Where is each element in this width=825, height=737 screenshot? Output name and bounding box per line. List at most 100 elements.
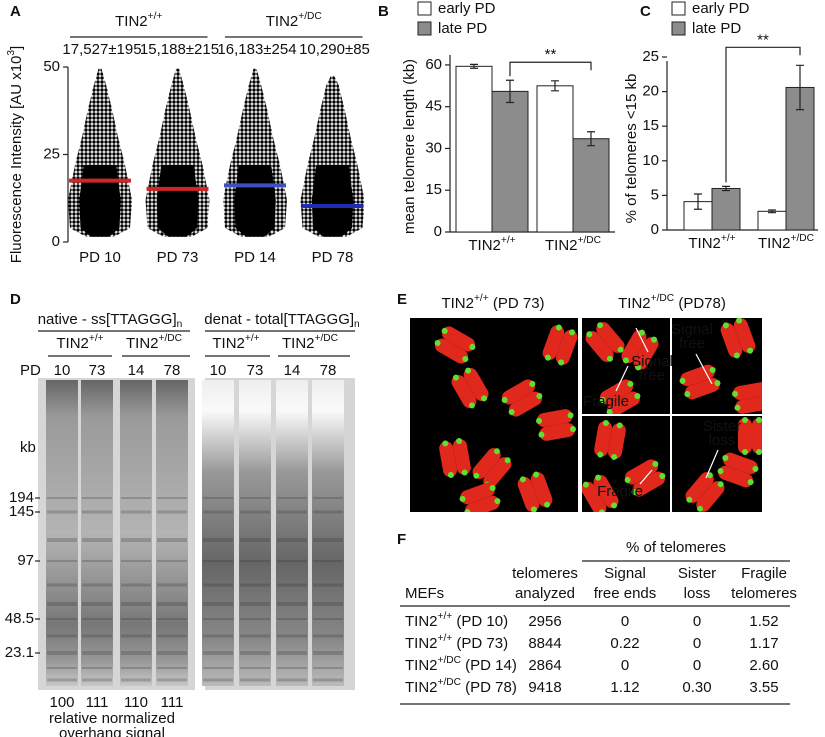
panel-label: B	[378, 3, 389, 20]
size-marker: 48.5	[5, 610, 34, 627]
telomere-signal	[519, 476, 526, 483]
lane-label: 14	[128, 362, 145, 379]
x-tick-label: PD 10	[79, 249, 121, 266]
row-label-part: (PD 14)	[461, 657, 517, 674]
chromosome-clip	[585, 322, 625, 362]
image-title-part: +/+	[474, 293, 489, 304]
y-axis-label-part: ]	[8, 46, 25, 50]
gel-group-label: TIN2+/DC	[126, 333, 182, 352]
telomere-signal	[493, 448, 500, 455]
telomere-signal	[606, 355, 613, 362]
gel-header: denat - total[TTAGGG]n	[204, 311, 359, 330]
error-bar	[722, 185, 730, 192]
chromosome-clip	[536, 409, 576, 441]
signal-value: 100	[49, 694, 74, 711]
chromosome	[732, 382, 762, 414]
gel-lane	[120, 380, 152, 686]
bar	[572, 138, 610, 233]
row-label: TIN2+/+ (PD 10)	[405, 611, 508, 630]
table-cell: 3.55	[749, 679, 778, 696]
telomere-signal	[447, 471, 454, 478]
chromosome-clip	[717, 452, 759, 488]
chromatid	[536, 409, 573, 428]
telomere-signal	[611, 502, 618, 509]
chromatid	[555, 330, 578, 365]
gel-lane	[46, 380, 78, 686]
panel-label: A	[10, 3, 21, 20]
gel-group-label-part: +/DC	[159, 333, 183, 344]
significance-label: **	[545, 46, 557, 63]
telomere-signal	[536, 417, 543, 424]
telomere-signal	[544, 354, 551, 361]
telomere-signal	[686, 496, 693, 503]
gel-lane	[156, 380, 188, 686]
chromosome	[594, 420, 626, 460]
row-label-part: +/+	[438, 633, 453, 644]
chromosome-clip	[738, 417, 762, 455]
chromatid	[723, 452, 758, 475]
row-label-part: TIN2	[405, 679, 438, 696]
bar	[491, 90, 529, 233]
chromosome-clip	[599, 379, 641, 414]
group-label-part: +/+	[148, 11, 163, 22]
table-cell: 0	[621, 613, 629, 630]
bar	[757, 210, 787, 231]
telomere-signal	[530, 506, 537, 512]
telomere-signal	[652, 460, 659, 467]
table-group-header: % of telomeres	[626, 539, 726, 556]
table-cell: 0.22	[610, 635, 639, 652]
gel-lane	[276, 380, 308, 686]
x-tick-label: PD 73	[157, 249, 199, 266]
chromosome	[585, 322, 625, 362]
telomere-signal	[734, 404, 741, 411]
significance-bracket	[725, 46, 801, 183]
column-header: telomeres	[731, 585, 797, 602]
y-axis-label-part: Fluorescence Intensity [AU x10	[8, 56, 25, 264]
telomere-signal	[533, 471, 540, 478]
row-label-part: +/DC	[438, 655, 462, 666]
telomere-signal	[634, 393, 641, 400]
bar	[785, 86, 815, 231]
telomere-signal	[459, 495, 466, 502]
chromatid	[451, 374, 477, 409]
telomere-signal	[586, 331, 593, 338]
column-header: analyzed	[515, 585, 575, 602]
telomere-signal	[714, 380, 721, 387]
chromosome	[439, 438, 471, 478]
chromosome-clip	[685, 472, 725, 512]
chromatid	[463, 367, 489, 402]
column-header: Sister	[678, 565, 716, 582]
x-tick-label-part: TIN2	[688, 235, 721, 252]
gel-header-part: n	[177, 319, 183, 330]
significance-label: **	[757, 31, 769, 48]
gel-lane	[202, 380, 234, 686]
image-title-part: +/DC	[651, 293, 675, 304]
telomere-signal	[452, 374, 459, 381]
chromatid	[441, 326, 476, 352]
group-label-part: +/DC	[298, 11, 322, 22]
gel-group-label-part: TIN2	[282, 335, 315, 352]
chromatid	[624, 459, 659, 485]
size-marker: 97	[17, 552, 34, 569]
row-label-part: (PD 73)	[452, 635, 508, 652]
chromatid	[542, 325, 565, 360]
legend-label: late PD	[692, 20, 741, 37]
telomere-signal	[733, 352, 740, 359]
chromosome	[459, 482, 501, 512]
chromosome	[717, 452, 759, 488]
chromatid	[530, 472, 553, 507]
table-cell: 0	[693, 657, 701, 674]
lane-label: 14	[284, 362, 301, 379]
size-marker: 145	[9, 503, 34, 520]
legend-swatch	[417, 21, 432, 36]
telomere-signal	[504, 457, 511, 464]
chromatid	[460, 482, 495, 505]
chromatid	[633, 336, 659, 371]
panel-label: C	[640, 3, 651, 20]
column-header: free ends	[594, 585, 657, 602]
telomere-signal	[747, 479, 754, 486]
gel-header: native - ss[TTAGGG]n	[38, 311, 183, 330]
telomere-signal	[555, 324, 562, 331]
chromosome	[624, 459, 666, 497]
y-tick-label: 15	[642, 117, 659, 134]
